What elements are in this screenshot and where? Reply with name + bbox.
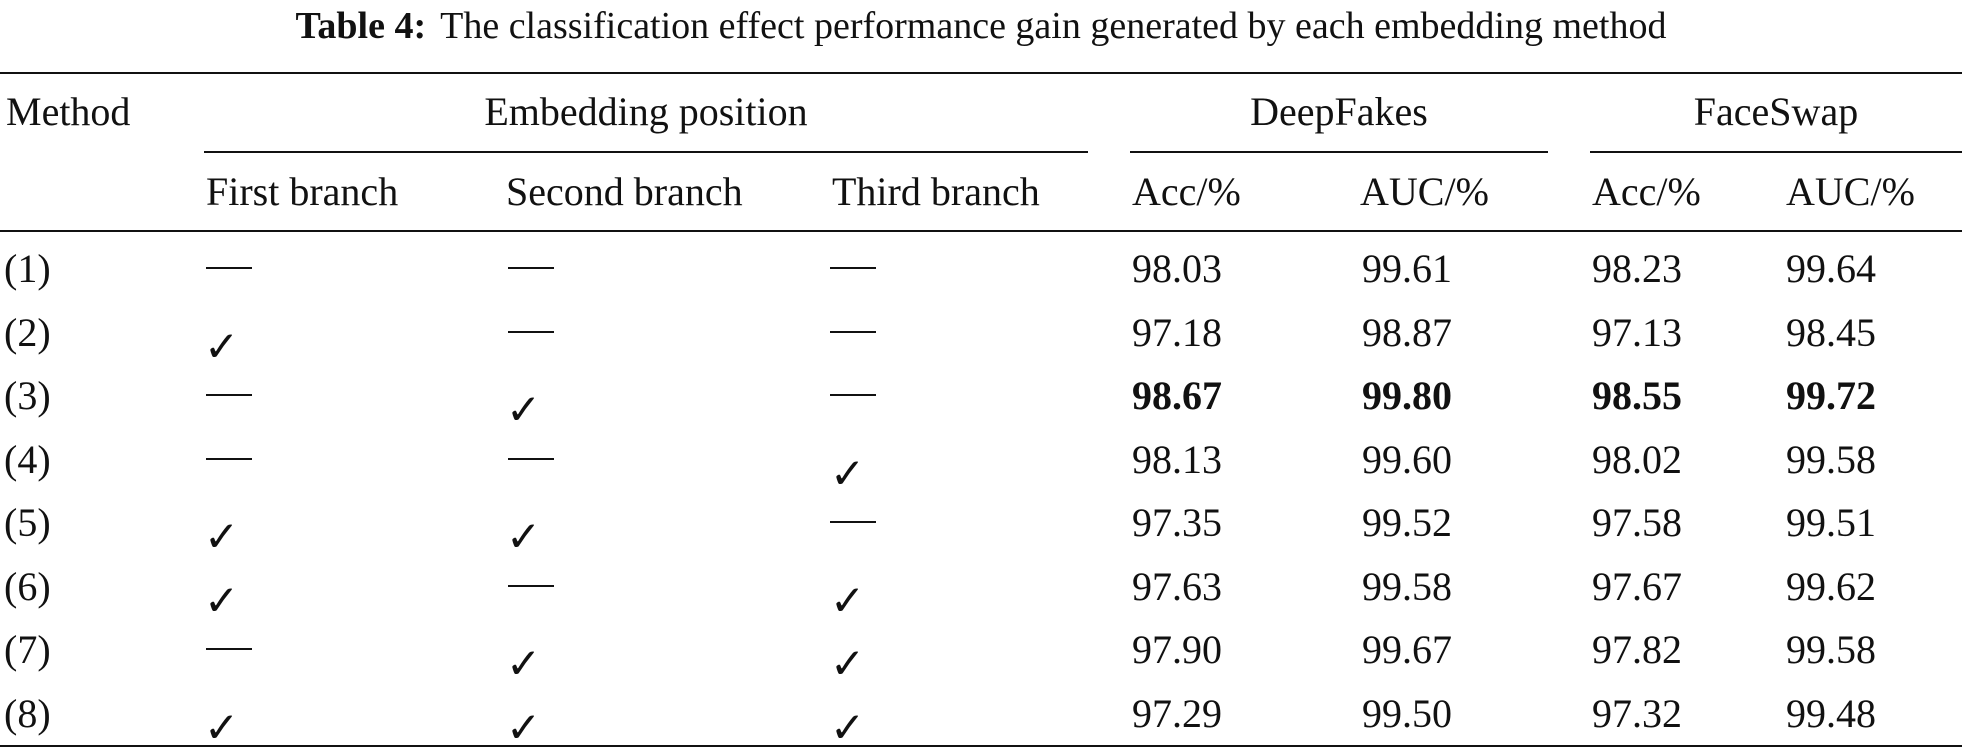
em-dash-cell: [830, 394, 876, 396]
cell-fs-acc: 97.32: [1592, 690, 1682, 736]
cell-df-acc: 97.90: [1132, 627, 1222, 672]
header-deepfakes-auc: AUC/%: [1360, 169, 1489, 214]
cell-fs-auc: 99.58: [1786, 627, 1876, 672]
em-dash-cell: [830, 330, 876, 333]
deepfakes-rule: [1130, 151, 1548, 153]
header-faceswap: FaceSwap: [1693, 89, 1859, 134]
row-method-label: (5): [4, 500, 51, 545]
embedding-position-rule: [204, 151, 1088, 153]
cell-df-acc: 97.35: [1132, 500, 1222, 545]
cell-fs-acc: 97.67: [1592, 563, 1682, 609]
cell-fs-auc: 99.62: [1786, 563, 1876, 609]
cell-fs-auc: 98.45: [1786, 309, 1876, 355]
check-mark-icon: ✓: [506, 512, 542, 561]
em-dash-cell: [206, 394, 252, 396]
check-mark-icon: ✓: [506, 702, 542, 752]
cell-df-acc: 98.03: [1132, 246, 1222, 291]
cell-df-auc: 99.58: [1362, 563, 1452, 609]
check-mark-icon: ✓: [830, 575, 866, 625]
check-mark-icon: ✓: [830, 702, 866, 752]
row-method-label: (8): [4, 690, 51, 736]
header-second-branch: Second branch: [506, 169, 743, 214]
cell-df-acc: 98.13: [1132, 436, 1222, 482]
cell-df-auc: 99.50: [1362, 690, 1452, 736]
cell-df-acc: 97.63: [1132, 563, 1222, 609]
em-dash-cell: [206, 648, 252, 650]
cell-df-auc: 99.61: [1362, 246, 1452, 291]
table-caption: Table 4: The classification effect perfor…: [0, 0, 1962, 58]
check-mark-icon: ✓: [204, 702, 240, 752]
cell-df-acc: 97.18: [1132, 309, 1222, 355]
em-dash-cell: [830, 267, 876, 269]
cell-df-acc: 97.29: [1132, 690, 1222, 736]
row-method-label: (2): [4, 309, 51, 355]
cell-fs-acc: 97.58: [1592, 500, 1682, 545]
em-dash-cell: [508, 457, 554, 460]
em-dash-cell: [206, 267, 252, 269]
bottom-rule: [0, 745, 1962, 747]
row-method-label: (6): [4, 563, 51, 609]
cell-df-auc: 98.87: [1362, 309, 1452, 355]
cell-fs-auc: 99.58: [1786, 436, 1876, 482]
check-mark-icon: ✓: [506, 385, 542, 434]
check-mark-icon: ✓: [204, 575, 240, 625]
header-first-branch: First branch: [206, 169, 399, 214]
header-faceswap-auc: AUC/%: [1786, 169, 1915, 214]
cell-fs-acc: 98.23: [1592, 246, 1682, 291]
check-mark-icon: ✓: [204, 512, 240, 561]
em-dash-cell: [508, 330, 554, 333]
cell-df-acc: 98.67: [1132, 373, 1222, 418]
header-bottom-rule: [0, 230, 1962, 232]
cell-df-auc: 99.52: [1362, 500, 1452, 545]
check-mark-icon: ✓: [830, 639, 866, 688]
cell-fs-acc: 97.13: [1592, 309, 1682, 355]
header-embedding-position: Embedding position: [484, 89, 808, 134]
em-dash-cell: [508, 267, 554, 269]
cell-fs-auc: 99.72: [1786, 373, 1876, 418]
header-method: Method: [6, 89, 131, 134]
cell-df-auc: 99.60: [1362, 436, 1452, 482]
cell-fs-auc: 99.64: [1786, 246, 1876, 291]
header-deepfakes: DeepFakes: [1250, 89, 1428, 134]
check-mark-icon: ✓: [830, 448, 866, 498]
row-method-label: (1): [4, 246, 51, 291]
cell-df-auc: 99.67: [1362, 627, 1452, 672]
em-dash-cell: [206, 457, 252, 460]
top-rule: [0, 72, 1962, 74]
row-method-label: (3): [4, 373, 51, 418]
cell-fs-acc: 97.82: [1592, 627, 1682, 672]
em-dash-cell: [830, 521, 876, 523]
caption-label: Table 4:: [295, 5, 427, 47]
row-method-label: (4): [4, 436, 51, 482]
cell-fs-auc: 99.51: [1786, 500, 1876, 545]
caption-text: The classification effect performance ga…: [440, 5, 1667, 47]
cell-fs-auc: 99.48: [1786, 690, 1876, 736]
check-mark-icon: ✓: [506, 639, 542, 688]
faceswap-rule: [1590, 151, 1962, 153]
cell-fs-acc: 98.55: [1592, 373, 1682, 418]
check-mark-icon: ✓: [204, 321, 240, 371]
cell-df-auc: 99.80: [1362, 373, 1452, 418]
row-method-label: (7): [4, 627, 51, 672]
cell-fs-acc: 98.02: [1592, 436, 1682, 482]
em-dash-cell: [508, 584, 554, 587]
header-third-branch: Third branch: [832, 169, 1040, 214]
header-faceswap-acc: Acc/%: [1592, 169, 1701, 214]
header-deepfakes-acc: Acc/%: [1132, 169, 1241, 214]
